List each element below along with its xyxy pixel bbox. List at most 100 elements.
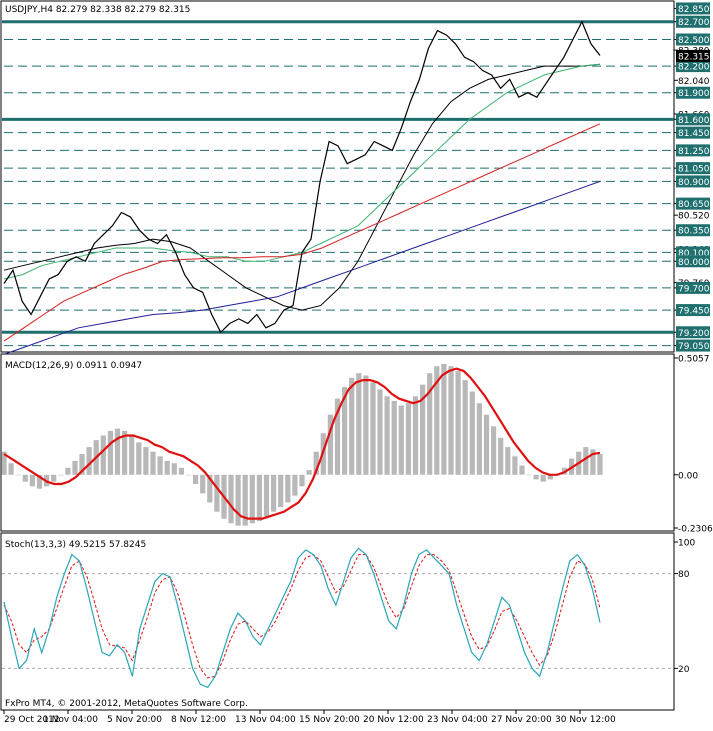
price-tick-label: 79.700 xyxy=(678,284,710,294)
time-tick-label: 15 Nov 20:00 xyxy=(299,715,360,725)
macd-histogram-bar xyxy=(597,454,603,475)
moving-average-line xyxy=(3,63,601,280)
price-tick-label: 80.900 xyxy=(678,178,710,188)
price-level-label-box xyxy=(676,15,710,28)
price-tick-label: 81.450 xyxy=(678,129,710,139)
macd-tick-label: -0.2306 xyxy=(678,525,713,535)
symbol-header: USDJPY,H4 82.279 82.338 82.279 82.315 xyxy=(5,5,190,15)
macd-histogram-bar xyxy=(263,474,270,517)
price-tick-label: 79.200 xyxy=(678,329,710,339)
macd-histogram-bar xyxy=(540,474,546,482)
macd-histogram-bar xyxy=(483,414,490,475)
price-level-label-box xyxy=(676,175,710,188)
macd-histogram-bar xyxy=(505,447,511,475)
macd-histogram-bar xyxy=(65,467,71,475)
stoch-main-line xyxy=(3,547,601,689)
macd-histogram-bar xyxy=(455,370,461,475)
macd-indicator: 0.5057 0.00 -0.2306 xyxy=(1,355,713,535)
macd-panel-frame xyxy=(0,353,675,532)
macd-histogram-bar xyxy=(363,375,369,475)
macd-histogram-bar xyxy=(214,474,220,512)
macd-histogram-bar xyxy=(342,387,348,475)
price-level-label-box xyxy=(676,60,710,73)
macd-histogram-bar xyxy=(157,456,163,475)
price-levels xyxy=(2,20,674,347)
price-level-label-box xyxy=(676,126,710,139)
time-tick-label: 29 Oct 2012 xyxy=(4,715,60,725)
macd-histogram-bar xyxy=(129,435,135,475)
macd-histogram-bar xyxy=(72,460,78,475)
macd-histogram-bar xyxy=(441,363,447,475)
macd-histogram-bar xyxy=(143,447,149,475)
macd-signal-line xyxy=(3,367,601,520)
macd-histogram-bar xyxy=(391,400,397,475)
macd-histogram-bar xyxy=(86,447,92,475)
macd-histogram-bar xyxy=(384,396,390,475)
price-tick-label: 81.600 xyxy=(678,116,710,126)
macd-histogram-bar xyxy=(8,463,14,475)
macd-histogram-bar xyxy=(349,377,355,475)
macd-histogram-bar xyxy=(51,474,57,482)
price-level-label-box xyxy=(676,197,710,210)
price-level-label-box xyxy=(676,144,710,157)
macd-histogram-bar xyxy=(498,437,504,475)
macd-header: MACD(12,26,9) 0.0911 0.0947 xyxy=(5,361,142,371)
macd-histogram-bar xyxy=(100,435,106,475)
macd-histogram-bar xyxy=(398,405,404,475)
stoch-tick-label: 100 xyxy=(678,539,695,549)
macd-histogram-bar xyxy=(412,396,419,475)
macd-histogram-bar xyxy=(228,474,234,524)
macd-histogram-bar xyxy=(235,474,241,526)
price-tick-label: 80.100 xyxy=(678,249,710,259)
macd-histogram-bar xyxy=(164,460,170,475)
price-tick-label: 82.500 xyxy=(678,36,710,46)
macd-histogram-bar xyxy=(185,474,192,476)
price-tick-label: 82.850 xyxy=(678,5,710,15)
macd-histogram-bar xyxy=(370,382,376,475)
price-tick-label: 82.700 xyxy=(678,18,710,28)
macd-histogram-bar xyxy=(29,474,35,487)
macd-histogram-bar xyxy=(427,373,433,475)
macd-histogram-bar xyxy=(462,380,468,475)
time-tick-label: 1 Nov 04:00 xyxy=(43,715,98,725)
macd-histogram-bar xyxy=(512,456,518,475)
macd-histogram-bar xyxy=(200,474,206,494)
macd-histogram-bar xyxy=(1,451,7,475)
price-tick-label: 82.200 xyxy=(678,63,710,73)
macd-histogram-bar xyxy=(434,366,440,475)
macd-histogram-bar xyxy=(533,474,539,480)
macd-histogram-bar xyxy=(249,474,255,524)
stochastic-indicator: 100 80 20 xyxy=(2,539,695,689)
price-level-label-box xyxy=(676,2,710,15)
macd-histogram-bar xyxy=(448,366,454,475)
moving-average-line xyxy=(3,123,601,342)
macd-histogram-bar xyxy=(299,474,305,487)
macd-histogram-bar xyxy=(178,467,184,475)
price-panel-frame xyxy=(0,0,675,353)
stoch-signal-line xyxy=(3,554,601,679)
macd-histogram-bar xyxy=(469,391,475,475)
macd-histogram-bar xyxy=(327,414,333,475)
macd-histogram-bar xyxy=(107,430,113,475)
price-tick-label: 82.040 xyxy=(678,77,710,87)
price-tick-label: 81.050 xyxy=(678,165,710,175)
stoch-panel-frame xyxy=(0,532,675,711)
time-tick-label: 13 Nov 04:00 xyxy=(235,715,296,725)
macd-histogram-bar xyxy=(292,474,298,496)
price-tick-label: 81.900 xyxy=(678,89,710,99)
price-axis: 82.85082.70082.50082.38082.20082.04081.9… xyxy=(674,2,710,352)
price-level-label-box xyxy=(676,162,710,175)
price-level-label-box xyxy=(676,339,710,352)
macd-histogram-bar xyxy=(171,463,177,475)
macd-histogram-bar xyxy=(547,474,553,480)
time-tick-label: 30 Nov 12:00 xyxy=(555,715,616,725)
macd-histogram-bar xyxy=(242,474,248,526)
macd-histogram-bar xyxy=(313,451,319,475)
macd-histogram-bar xyxy=(526,474,532,476)
macd-histogram-bar xyxy=(256,474,262,521)
moving-average-line xyxy=(3,180,601,355)
stoch-tick-label: 80 xyxy=(678,570,690,580)
price-level-label-box xyxy=(676,113,710,126)
